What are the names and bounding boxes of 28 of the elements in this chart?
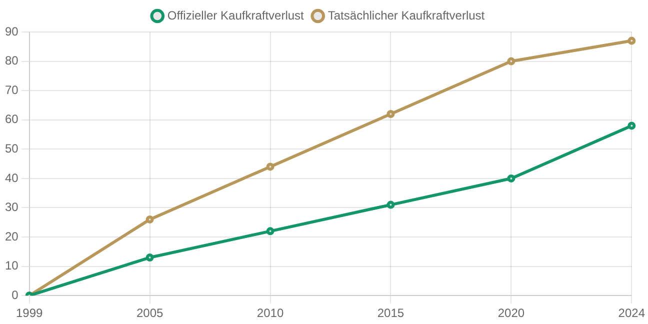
x-tick-label: 2010 (256, 306, 284, 320)
y-tick-label: 50 (4, 141, 19, 156)
legend-label: Offizieller Kaufkraftverlust (167, 8, 305, 22)
x-tick-label: 1999 (16, 306, 44, 320)
y-tick-label: 40 (4, 170, 19, 185)
point (146, 254, 154, 262)
y-tick-label: 10 (4, 258, 19, 273)
y-tick-label: 0 (12, 288, 19, 302)
x-tick-label: 2024 (618, 306, 646, 320)
x-tick-label: 2005 (136, 306, 164, 320)
y-tick-label: 20 (4, 229, 19, 244)
x-tick-label: 2020 (498, 306, 525, 320)
point (146, 215, 154, 224)
point (507, 174, 516, 182)
point (386, 110, 395, 118)
y-tick-label: 80 (4, 54, 19, 68)
point (266, 162, 274, 171)
point (628, 122, 636, 130)
point (266, 227, 274, 236)
point (628, 36, 636, 45)
y-tick-label: 90 (4, 24, 19, 38)
point (386, 200, 395, 209)
y-tick-label: 60 (4, 112, 19, 126)
legend-label: Tatsächlicher Kaufkraftverlust (328, 8, 486, 22)
y-tick-label: 30 (4, 200, 19, 214)
x-tick-label: 2015 (377, 306, 404, 320)
y-tick-label: 70 (4, 82, 19, 97)
point (507, 57, 516, 66)
